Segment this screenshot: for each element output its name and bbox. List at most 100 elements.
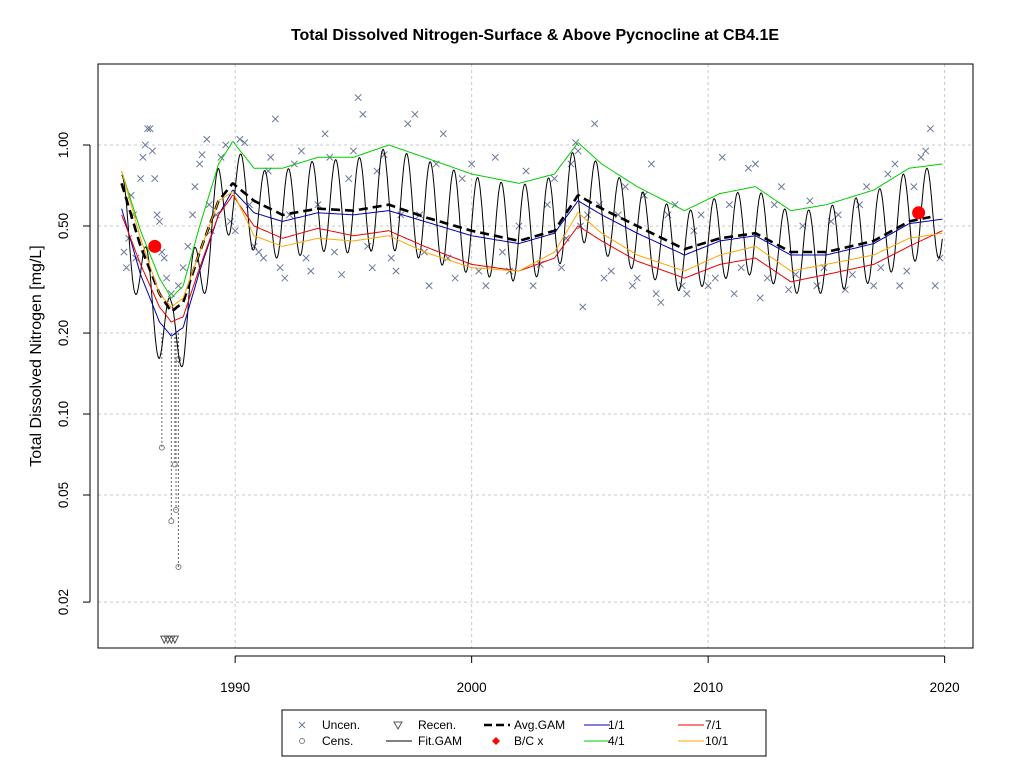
uncensored-point [468, 160, 476, 168]
x-tick-label: 2020 [930, 680, 960, 695]
uncensored-point [354, 94, 362, 102]
uncensored-point [290, 160, 298, 168]
uncensored-point [550, 175, 558, 183]
y-tick-label: 0.10 [56, 401, 71, 427]
uncensored-point [884, 170, 892, 178]
uncensored-point [863, 183, 871, 191]
uncensored-point [153, 211, 161, 219]
recensored-point [159, 635, 169, 645]
legend-symbol-diamond [492, 737, 500, 745]
legend-label: 1/1 [608, 718, 625, 732]
uncensored-point [567, 160, 575, 168]
uncensored-point [120, 248, 128, 256]
series-line-1-1 [121, 189, 943, 337]
uncensored-point [475, 267, 483, 275]
uncensored-point [267, 153, 275, 161]
uncensored-point [704, 282, 712, 290]
censored-point [168, 518, 175, 525]
uncensored-point [877, 264, 885, 272]
uncensored-point [482, 282, 490, 290]
legend-symbol-x [298, 721, 306, 729]
series-line-10-1 [121, 170, 943, 308]
uncensored-point [744, 164, 752, 172]
y-tick-label: 0.05 [56, 482, 71, 508]
series-line-7-1 [121, 194, 943, 323]
recensored-point [170, 635, 180, 645]
uncensored-point [281, 274, 289, 282]
legend-label: Uncen. [322, 718, 360, 732]
uncensored-point [222, 141, 230, 149]
uncensored-point [522, 167, 530, 175]
uncensored-point [557, 264, 566, 272]
uncensored-point [579, 303, 587, 311]
uncensored-point [404, 120, 412, 128]
uncensored-point [144, 125, 152, 133]
uncensored-point [591, 120, 599, 128]
uncensored-point [770, 201, 778, 209]
uncensored-point [198, 151, 206, 159]
uncensored-point [652, 290, 660, 298]
uncensored-point [600, 274, 608, 282]
uncensored-point [515, 222, 523, 230]
uncensored-point [307, 267, 315, 275]
uncensored-point [896, 282, 904, 290]
uncensored-point [330, 248, 339, 256]
uncensored-point [196, 160, 204, 168]
uncensored-point [756, 294, 764, 302]
uncensored-point [718, 153, 726, 161]
uncensored-point [529, 282, 537, 290]
uncensored-point [903, 267, 911, 275]
uncensored-point [302, 254, 310, 262]
uncensored-point [498, 248, 506, 256]
uncensored-point [345, 175, 353, 183]
uncensored-point [931, 282, 939, 290]
censored-point [171, 461, 178, 468]
axes: 1990 2000 2010 2020 1.00 0.50 0.20 0.10 0.05 0.02 [56, 132, 960, 695]
uncensored-point [368, 264, 376, 272]
bc-point [912, 206, 926, 220]
uncensored-point [217, 153, 225, 161]
uncensored-point [451, 274, 459, 282]
uncensored-point [711, 274, 719, 282]
x-tick-label: 2010 [693, 680, 723, 695]
uncensored-point [690, 227, 698, 235]
uncensored-point [271, 115, 279, 123]
uncensored-point [425, 282, 433, 290]
uncensored-point [297, 147, 305, 155]
uncensored-point [870, 282, 878, 290]
uncensored-point [411, 110, 419, 118]
uncensored-point [155, 217, 164, 225]
uncensored-point [236, 135, 244, 143]
uncensored-point [763, 274, 771, 282]
uncensored-point [683, 290, 691, 298]
legend-label: Recen. [418, 718, 456, 732]
uncensored-point [633, 274, 641, 282]
uncensored-point [163, 274, 171, 282]
uncensored-point [583, 211, 592, 219]
uncensored-point [813, 282, 821, 290]
uncensored-point [179, 264, 187, 272]
uncensored-point [784, 286, 793, 294]
uncensored-point [255, 248, 263, 256]
uncensored-point [664, 211, 672, 219]
recensored-point [163, 635, 173, 645]
bc-point [148, 239, 162, 253]
uncensored-point [189, 211, 197, 219]
uncensored-point [910, 183, 918, 191]
legend-label: 4/1 [608, 734, 625, 748]
uncensored-point [628, 282, 637, 290]
uncensored-point [276, 264, 284, 272]
uncensored-point [725, 201, 733, 209]
uncensored-point [387, 254, 395, 262]
uncensored-point [321, 130, 329, 138]
uncensored-point [505, 267, 514, 275]
uncensored-point [834, 211, 842, 219]
y-axis-label: Total Dissolved Nitrogen [mg/L] [28, 245, 45, 466]
uncensored-point [203, 135, 211, 143]
censored-point [173, 506, 180, 513]
uncensored-point [730, 290, 738, 298]
x-tick-label: 2000 [457, 680, 487, 695]
y-tick-label: 0.20 [56, 320, 71, 346]
uncensored-point [226, 217, 234, 225]
